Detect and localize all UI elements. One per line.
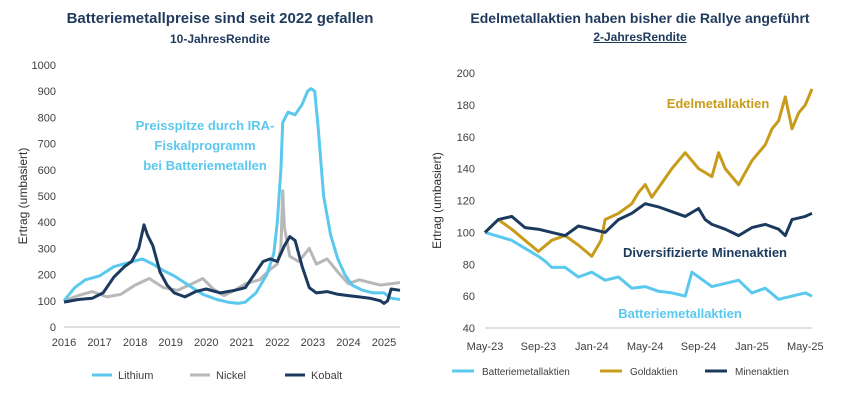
y-tick-label: 100 <box>38 296 56 308</box>
y-tick-label: 700 <box>38 139 56 151</box>
left-line-chart: 0 100 200 300 400 500 600 700 800 900 1000 2016 2017… <box>16 60 401 382</box>
y-tick-label: 100 <box>457 227 475 239</box>
y-tick-label: 200 <box>38 270 56 282</box>
y-tick-label: 180 <box>457 100 475 112</box>
annotation-line: Fiskalprogramm <box>154 138 255 153</box>
left-chart-subtitle: 10-JahresRendite <box>169 32 271 46</box>
y-axis-label: Ertrag (umbasiert) <box>430 152 444 249</box>
right-chart-title: Edelmetallaktien haben bisher die Rallye… <box>470 10 810 26</box>
y-tick-label: 0 <box>50 322 56 334</box>
y-tick-label: 1000 <box>32 60 56 72</box>
annotation-batterie: Batteriemetallaktien <box>618 306 742 321</box>
y-tick-label: 300 <box>38 243 56 255</box>
annotation-line: Preisspitze durch IRA- <box>136 118 275 133</box>
y-tick-label: 60 <box>463 291 475 303</box>
x-tick-label: 2016 <box>52 337 76 349</box>
series-line-nickel <box>63 189 401 303</box>
y-tick-label: 600 <box>38 165 56 177</box>
annotation-minen: Diversifizierte Minenaktien <box>623 245 787 260</box>
series-line-lithium <box>62 87 401 305</box>
series-line-goldaktien <box>483 88 814 258</box>
x-tick-label: 2021 <box>230 337 254 349</box>
annotation-line: bei Batteriemetallen <box>143 158 267 173</box>
annotation-edelmetall: Edelmetallaktien <box>667 96 770 111</box>
legend-label-kobalt: Kobalt <box>311 370 342 382</box>
y-tick-label: 500 <box>38 191 56 203</box>
x-tick-label: Jan-25 <box>735 341 769 353</box>
y-axis-label: Ertrag (umbasiert) <box>16 148 30 245</box>
y-tick-label: 400 <box>38 217 56 229</box>
x-tick-label: May-24 <box>627 341 664 353</box>
legend-label-nickel: Nickel <box>216 370 246 382</box>
y-tick-label: 140 <box>457 164 475 176</box>
series-line-kobalt <box>63 223 401 305</box>
y-tick-label: 80 <box>463 259 475 271</box>
x-tick-label: Sep-23 <box>521 341 556 353</box>
x-tick-label: 2017 <box>87 337 111 349</box>
y-tick-label: 800 <box>38 112 56 124</box>
right-chart-subtitle: 2-JahresRendite <box>593 30 687 44</box>
series-line-minenaktien <box>483 202 813 238</box>
x-tick-label: May-23 <box>467 341 504 353</box>
x-tick-label: 2020 <box>194 337 218 349</box>
x-tick-label: 2025 <box>372 337 396 349</box>
legend-label-minenaktien: Minenaktien <box>735 367 789 378</box>
x-tick-label: May-25 <box>787 341 824 353</box>
x-tick-label: 2018 <box>123 337 147 349</box>
left-chart-title: Batteriemetallpreise sind seit 2022 gefa… <box>66 10 374 27</box>
y-tick-label: 200 <box>457 68 475 80</box>
x-tick-label: Jan-24 <box>575 341 609 353</box>
legend-label-batteriemetallaktien: Batteriemetallaktien <box>482 367 570 378</box>
legend-label-goldaktien: Goldaktien <box>630 367 678 378</box>
legend-label-lithium: Lithium <box>118 370 153 382</box>
x-tick-label: 2023 <box>301 337 325 349</box>
y-tick-label: 120 <box>457 196 475 208</box>
x-tick-label: 2024 <box>336 337 360 349</box>
y-tick-label: 160 <box>457 132 475 144</box>
x-tick-label: 2022 <box>265 337 289 349</box>
y-tick-label: 900 <box>38 86 56 98</box>
x-tick-label: Sep-24 <box>681 341 716 353</box>
y-tick-label: 40 <box>463 323 475 335</box>
x-tick-label: 2019 <box>158 337 182 349</box>
series-line-batteriemetallaktien <box>484 230 813 301</box>
